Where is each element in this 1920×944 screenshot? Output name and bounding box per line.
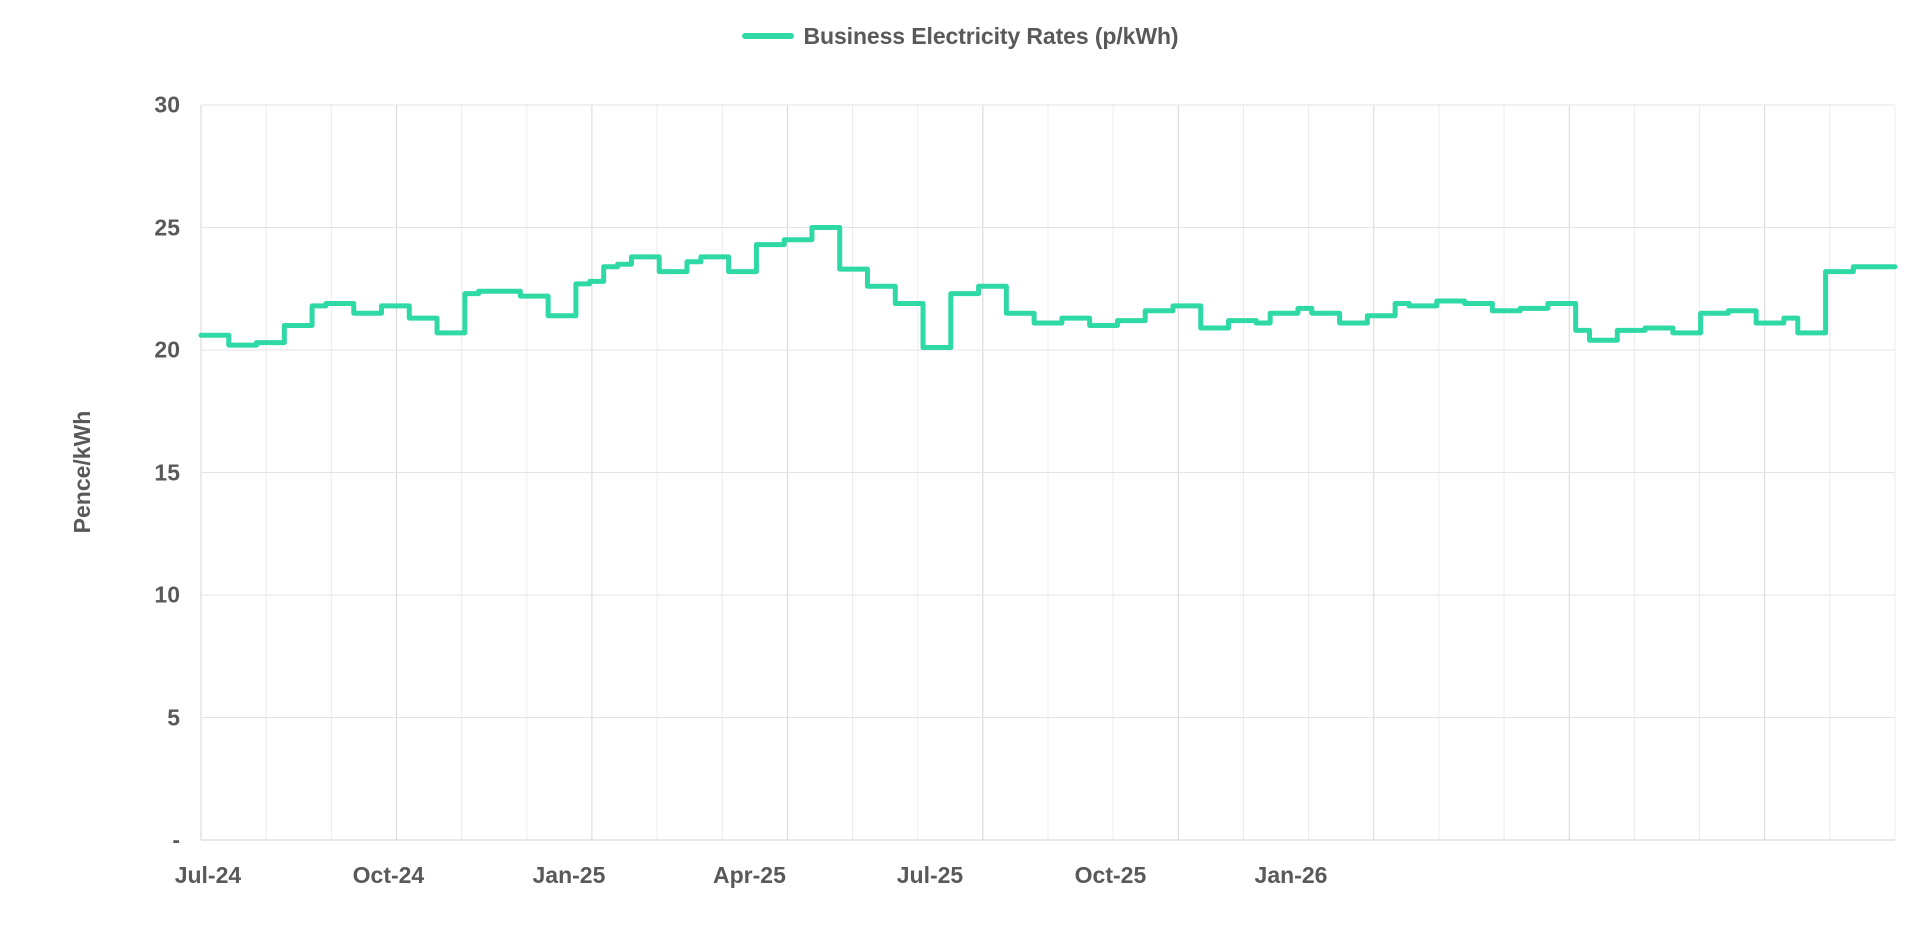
y-axis-tick-label: 25	[154, 214, 180, 240]
y-axis-tick-label: 10	[154, 581, 180, 608]
y-axis-tick-label: 15	[154, 459, 180, 485]
x-axis-tick-label: Oct-25	[1074, 862, 1147, 888]
y-axis-tick-label: 30	[154, 91, 180, 118]
x-axis-tick-label: Apr-25	[713, 862, 786, 888]
legend-line-swatch	[741, 33, 794, 39]
x-axis-tick-label: Jul-24	[174, 862, 242, 888]
x-axis-tick-label: Jan-25	[532, 862, 606, 888]
y-axis-tick-label: -	[172, 826, 180, 853]
y-axis-tick-label: 5	[167, 704, 180, 730]
x-axis-tick-label: Jan-26	[1254, 862, 1328, 888]
gridlines-horizontal	[201, 104, 1895, 841]
chart-legend: Business Electricity Rates (p/kWh)	[0, 16, 1920, 56]
legend-label: Business Electricity Rates (p/kWh)	[803, 22, 1179, 49]
series-line-business-electricity-rates	[198, 225, 1898, 351]
y-axis-tick-label: 20	[154, 336, 180, 363]
x-axis-tick-label: Oct-24	[352, 862, 425, 888]
x-axis-tick-label: Jul-25	[896, 862, 964, 888]
